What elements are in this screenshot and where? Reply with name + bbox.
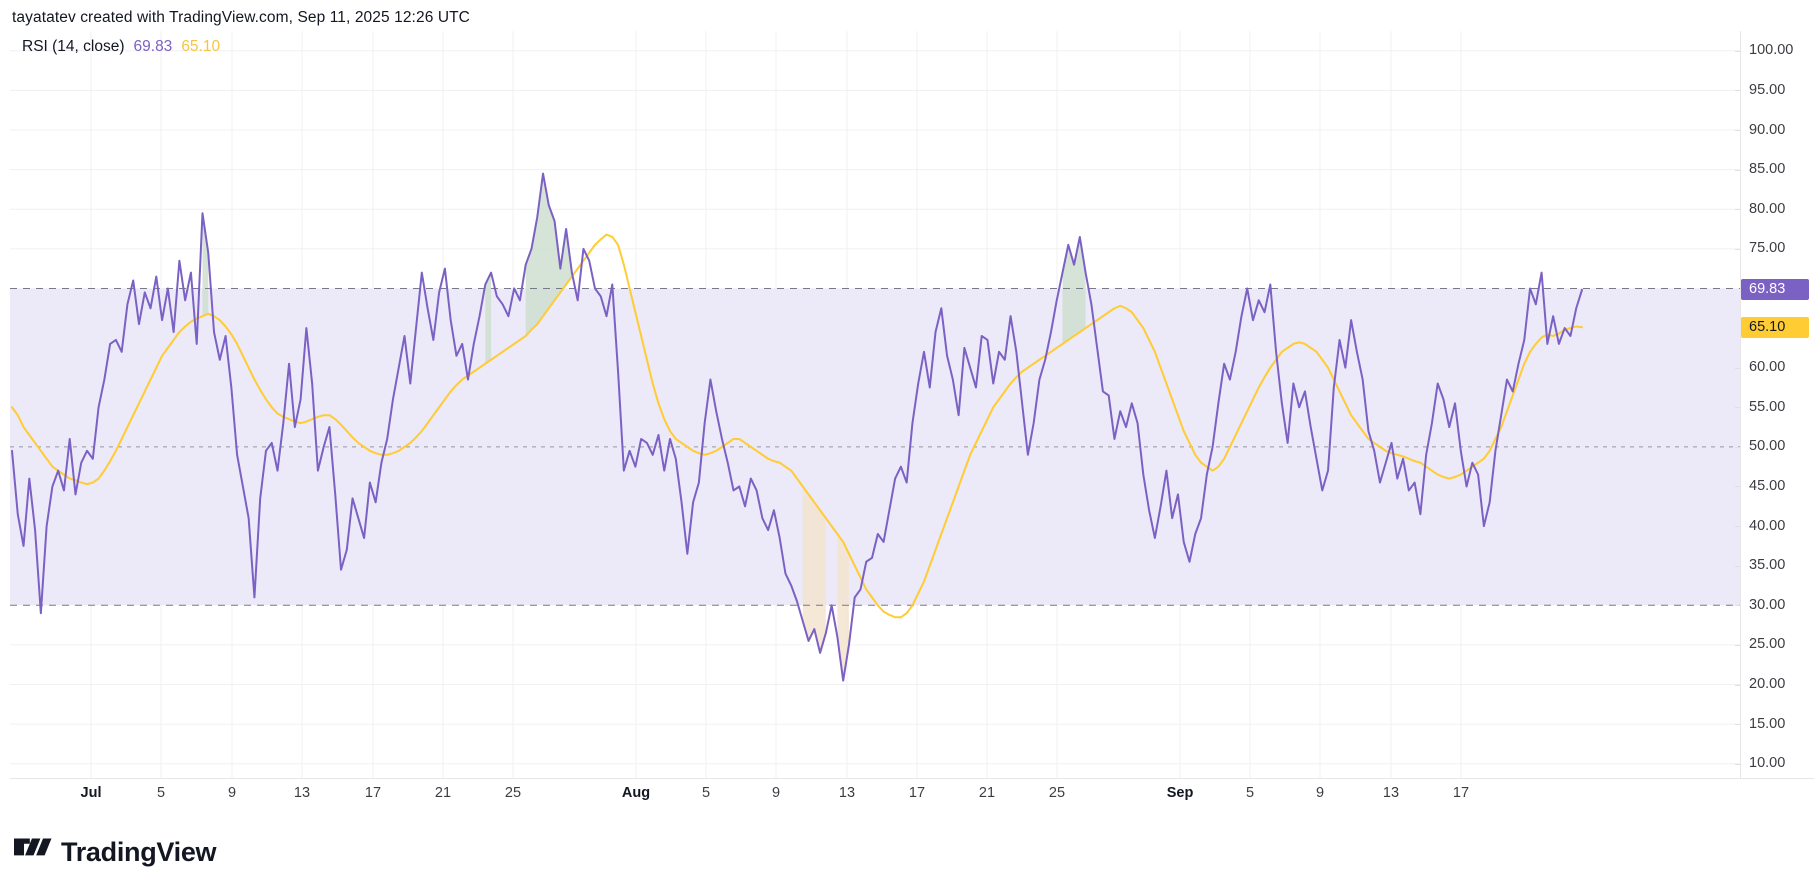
price-tick-mark <box>1735 684 1741 686</box>
time-tick-label: 13 <box>1382 785 1400 801</box>
time-tick-label: 17 <box>1452 785 1470 801</box>
price-tick-mark <box>1735 367 1741 369</box>
rsi-series-line <box>11 172 1583 682</box>
price-tick-mark <box>1735 724 1741 726</box>
price-tick-mark <box>1735 407 1741 409</box>
time-tick-label: 25 <box>504 785 522 801</box>
price-tick-label: 95.00 <box>1749 81 1786 98</box>
time-tick-label: 9 <box>227 785 237 801</box>
price-tick-mark <box>1735 486 1741 488</box>
price-tick-label: 50.00 <box>1749 438 1786 455</box>
price-tick-label: 20.00 <box>1749 676 1786 693</box>
price-tick-mark <box>1735 644 1741 646</box>
attribution-text: tayatatev created with TradingView.com, … <box>12 9 470 26</box>
legend-ma-value: 65.10 <box>181 38 221 55</box>
chart-frame: RSI (14, close) 69.83 65.10 <box>10 31 1740 778</box>
chart-legend[interactable]: RSI (14, close) 69.83 65.10 <box>22 37 220 56</box>
time-tick-label: 5 <box>156 785 166 801</box>
price-tick-mark <box>1735 565 1741 567</box>
legend-indicator-title: RSI (14, close) <box>22 38 125 55</box>
overbought-fill <box>202 173 1086 364</box>
price-tick-mark <box>1735 763 1741 765</box>
time-tick-label: Sep <box>1166 785 1194 801</box>
price-tick-mark <box>1735 209 1741 211</box>
tradingview-footer-logo: TradingView <box>14 836 217 867</box>
price-tick-label: 10.00 <box>1749 755 1786 772</box>
price-tick-label: 30.00 <box>1749 596 1786 613</box>
rsi-level-lines <box>10 287 1740 606</box>
price-tick-mark <box>1735 169 1741 171</box>
time-tick-label: 9 <box>1315 785 1325 801</box>
price-tick-label: 25.00 <box>1749 636 1786 653</box>
price-tick-mark <box>1735 248 1741 250</box>
price-tick-label: 90.00 <box>1749 121 1786 138</box>
oversold-fill <box>802 486 849 681</box>
price-tick-mark <box>1735 605 1741 607</box>
tradingview-logo-text: TradingView <box>61 836 217 867</box>
price-tick-label: 80.00 <box>1749 200 1786 217</box>
chart-plot-area[interactable] <box>10 31 1740 778</box>
time-tick-label: 17 <box>364 785 382 801</box>
time-tick-label: Jul <box>80 785 102 801</box>
time-tick-label: 5 <box>1245 785 1255 801</box>
time-tick-label: 25 <box>1048 785 1066 801</box>
price-tick-label: 55.00 <box>1749 398 1786 415</box>
time-tick-label: 21 <box>978 785 996 801</box>
rsi-price-pill[interactable]: 69.83 <box>1741 279 1809 301</box>
price-tick-label: 15.00 <box>1749 715 1786 732</box>
time-tick-label: 5 <box>701 785 711 801</box>
time-tick-label: 17 <box>908 785 926 801</box>
price-tick-label: 75.00 <box>1749 240 1786 257</box>
price-tick-label: 85.00 <box>1749 161 1786 178</box>
price-tick-label: 35.00 <box>1749 557 1786 574</box>
price-tick-label: 45.00 <box>1749 477 1786 494</box>
price-tick-label: 40.00 <box>1749 517 1786 534</box>
price-tick-label: 100.00 <box>1749 42 1794 59</box>
tradingview-logo-icon <box>14 836 52 867</box>
price-axis[interactable]: 100.00 95.00 90.00 85.00 80.00 75.00 60.00 55.0… <box>1735 31 1814 778</box>
price-tick-mark <box>1735 526 1741 528</box>
ma-price-pill[interactable]: 65.10 <box>1741 316 1809 338</box>
time-tick-label: 9 <box>771 785 781 801</box>
price-tick-label: 60.00 <box>1749 359 1786 376</box>
price-tick-mark <box>1735 130 1741 132</box>
time-tick-label: 13 <box>293 785 311 801</box>
price-tick-mark <box>1735 90 1741 92</box>
rsi-plot-svg <box>10 31 1740 778</box>
ma-series-line <box>11 233 1583 619</box>
time-tick-label: 21 <box>434 785 452 801</box>
time-tick-label: Aug <box>621 785 651 801</box>
time-tick-label: 13 <box>838 785 856 801</box>
time-axis[interactable]: Jul 5 9 13 17 21 25 Aug 5 9 13 17 21 25 Sep 5 9 13 17 <box>10 778 1814 809</box>
legend-rsi-value: 69.83 <box>133 38 173 55</box>
price-tick-mark <box>1735 446 1741 448</box>
price-tick-mark <box>1735 50 1741 52</box>
